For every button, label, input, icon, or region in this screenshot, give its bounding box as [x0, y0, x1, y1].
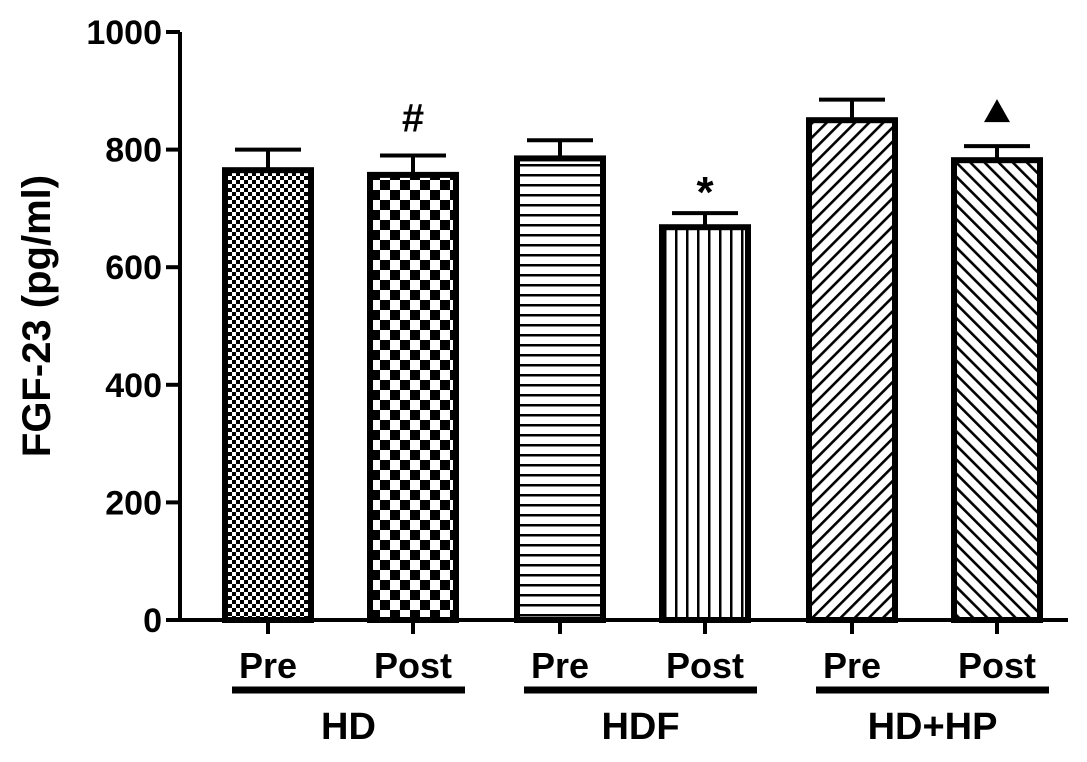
- significance-marker: [984, 99, 1010, 123]
- bar: [367, 171, 459, 623]
- y-tick-label: 400: [105, 367, 162, 405]
- x-tick-label: Post: [958, 645, 1036, 686]
- group-label: HD+HP: [868, 706, 998, 748]
- y-axis-label: FGF-23 (pg/ml): [15, 175, 59, 457]
- significance-marker: *: [696, 168, 714, 217]
- x-tick-label: Post: [374, 645, 452, 686]
- bar: [951, 157, 1043, 624]
- bar: [514, 155, 606, 623]
- significance-marker: #: [402, 96, 424, 140]
- bar: [659, 224, 751, 623]
- y-tick-label: 1000: [86, 14, 162, 52]
- bars: [222, 97, 1043, 624]
- y-tick-label: 600: [105, 249, 162, 287]
- group-label: HDF: [601, 706, 679, 748]
- group-label: HD: [321, 706, 376, 748]
- y-tick-label: 200: [105, 484, 162, 522]
- axes: 0 200 400 600 800 1000: [86, 14, 1068, 640]
- labels: Pre Post # Pre Post * Pre Post HD HDF HD+HP: [232, 96, 1049, 748]
- bar: [222, 167, 314, 623]
- y-tick-label: 800: [105, 132, 162, 170]
- x-tick-label: Pre: [823, 645, 881, 686]
- x-tick-label: Pre: [239, 645, 297, 686]
- x-tick-label: Pre: [531, 645, 589, 686]
- y-tick-label: 0: [143, 602, 162, 640]
- bar: [806, 117, 898, 623]
- x-tick-label: Post: [666, 645, 744, 686]
